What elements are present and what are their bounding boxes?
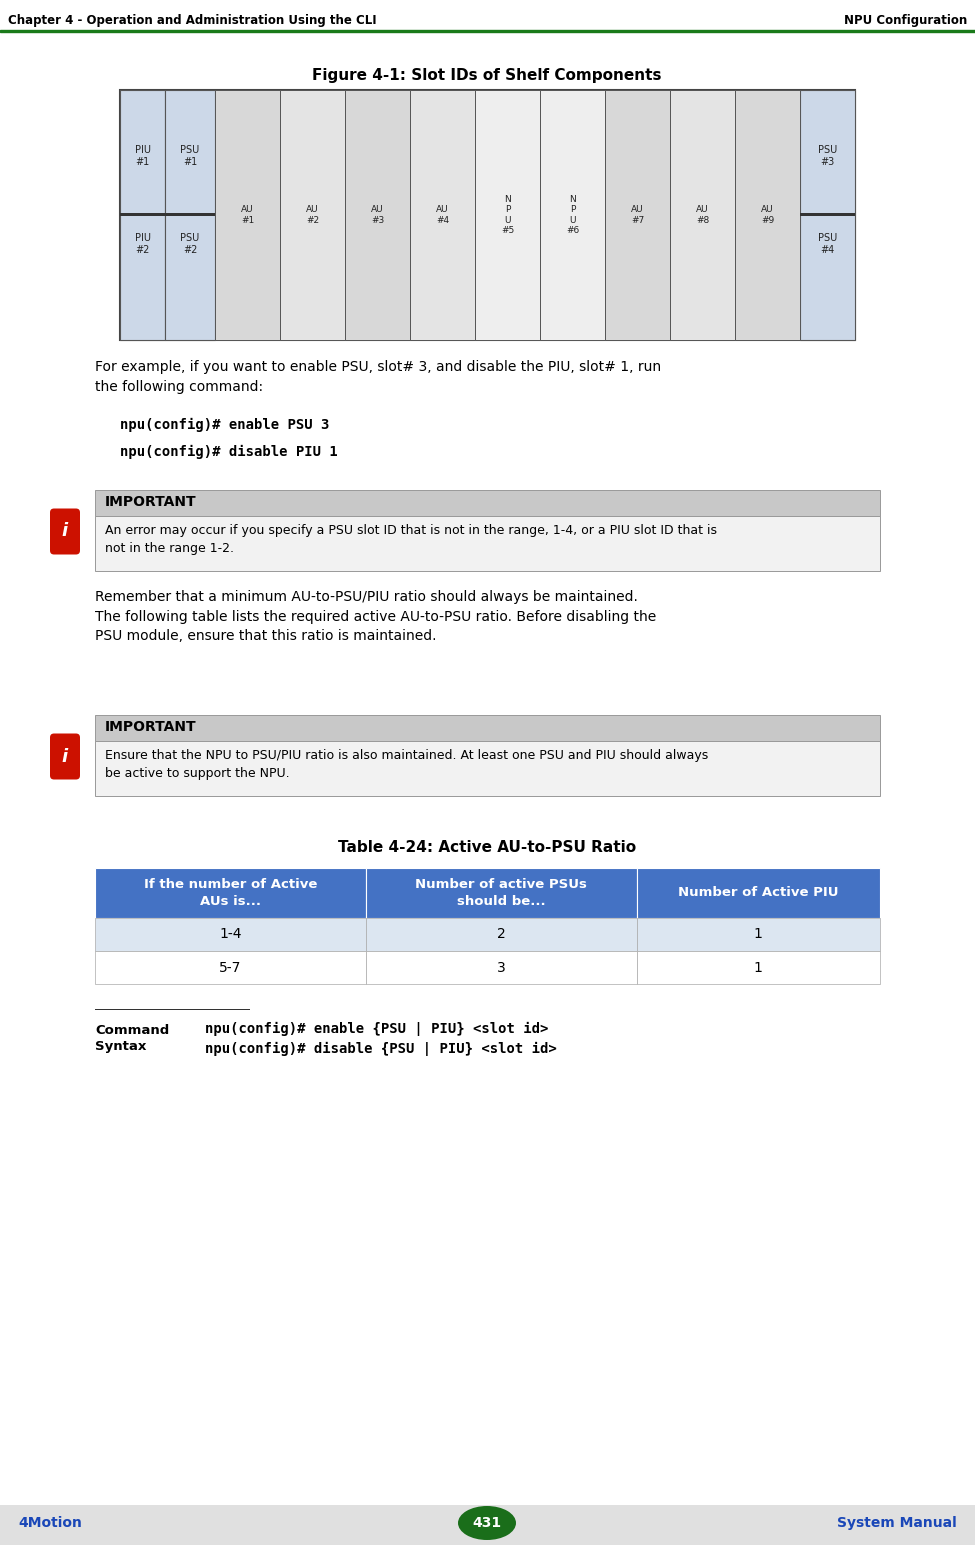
Text: AU
#7: AU #7	[631, 205, 644, 224]
Bar	[540, 90, 605, 340]
Bar	[345, 90, 410, 340]
Text: IMPORTANT: IMPORTANT	[105, 720, 197, 734]
Bar	[637, 918, 880, 952]
Bar	[165, 90, 215, 340]
Text: IMPORTANT: IMPORTANT	[105, 494, 197, 508]
Bar	[95, 516, 880, 572]
Text: NPU Configuration: NPU Configuration	[843, 14, 967, 26]
Text: AU
#3: AU #3	[370, 205, 384, 224]
Text: Ensure that the NPU to PSU/PIU ratio is also maintained. At least one PSU and PI: Ensure that the NPU to PSU/PIU ratio is …	[105, 749, 708, 780]
Text: For example, if you want to enable PSU, slot# 3, and disable the PIU, slot# 1, r: For example, if you want to enable PSU, …	[95, 360, 661, 394]
Text: 1: 1	[754, 927, 762, 941]
Text: Number of active PSUs
should be...: Number of active PSUs should be...	[415, 878, 587, 908]
FancyBboxPatch shape	[50, 734, 80, 780]
Bar	[605, 90, 670, 340]
Bar	[95, 868, 366, 918]
Bar	[215, 90, 280, 340]
Text: AU
#9: AU #9	[760, 205, 774, 224]
Text: 1: 1	[754, 961, 762, 975]
Bar	[165, 213, 215, 216]
Text: An error may occur if you specify a PSU slot ID that is not in the range, 1-4, o: An error may occur if you specify a PSU …	[105, 524, 717, 555]
Bar	[95, 952, 366, 984]
Bar	[95, 742, 880, 796]
Text: AU
#1: AU #1	[241, 205, 254, 224]
Text: Table 4-24: Active AU-to-PSU Ratio: Table 4-24: Active AU-to-PSU Ratio	[338, 840, 636, 854]
Bar	[95, 918, 366, 952]
Text: npu(config)# enable PSU 3: npu(config)# enable PSU 3	[120, 419, 330, 433]
Bar	[637, 868, 880, 918]
Text: Command: Command	[95, 1024, 170, 1037]
Text: N
P
U
#6: N P U #6	[566, 195, 579, 235]
Text: i: i	[62, 522, 68, 541]
Text: npu(config)# disable {PSU | PIU} <slot id>: npu(config)# disable {PSU | PIU} <slot i…	[205, 1041, 557, 1057]
Text: 1-4: 1-4	[219, 927, 242, 941]
Bar	[120, 213, 165, 216]
Text: 431: 431	[473, 1516, 501, 1530]
FancyBboxPatch shape	[50, 508, 80, 555]
Bar	[0, 29, 975, 32]
Text: AU
#4: AU #4	[436, 205, 449, 224]
Bar	[800, 213, 855, 216]
Text: npu(config)# disable PIU 1: npu(config)# disable PIU 1	[120, 445, 337, 459]
Text: Remember that a minimum AU-to-PSU/PIU ratio should always be maintained.
The fol: Remember that a minimum AU-to-PSU/PIU ra…	[95, 590, 656, 643]
Text: PIU
#2: PIU #2	[135, 233, 150, 255]
Text: PIU
#1: PIU #1	[135, 145, 150, 167]
Bar	[120, 90, 855, 340]
Text: 2: 2	[497, 927, 506, 941]
Text: Chapter 4 - Operation and Administration Using the CLI: Chapter 4 - Operation and Administration…	[8, 14, 376, 26]
Text: PSU
#1: PSU #1	[180, 145, 200, 167]
Bar	[95, 715, 880, 742]
Bar	[735, 90, 800, 340]
Text: Figure 4-1: Slot IDs of Shelf Components: Figure 4-1: Slot IDs of Shelf Components	[312, 68, 662, 83]
Bar	[670, 90, 735, 340]
Text: 4Motion: 4Motion	[18, 1516, 82, 1530]
Text: Number of Active PIU: Number of Active PIU	[678, 887, 838, 899]
Text: AU
#8: AU #8	[696, 205, 709, 224]
Bar	[0, 1505, 975, 1545]
Text: 5-7: 5-7	[219, 961, 242, 975]
Bar	[475, 90, 540, 340]
Ellipse shape	[458, 1506, 516, 1540]
Text: System Manual: System Manual	[838, 1516, 957, 1530]
Bar	[366, 952, 637, 984]
Text: AU
#2: AU #2	[306, 205, 319, 224]
Bar	[637, 952, 880, 984]
Text: PSU
#3: PSU #3	[818, 145, 838, 167]
Text: 3: 3	[497, 961, 506, 975]
Text: PSU
#4: PSU #4	[818, 233, 838, 255]
Bar	[800, 90, 855, 340]
Text: Syntax: Syntax	[95, 1040, 146, 1054]
Bar	[366, 868, 637, 918]
Bar	[120, 90, 165, 340]
Text: PSU
#2: PSU #2	[180, 233, 200, 255]
Text: i: i	[62, 748, 68, 765]
Text: N
P
U
#5: N P U #5	[501, 195, 514, 235]
Bar	[366, 918, 637, 952]
Text: If the number of Active
AUs is...: If the number of Active AUs is...	[143, 878, 317, 908]
Bar	[410, 90, 475, 340]
Bar	[95, 490, 880, 516]
Bar	[280, 90, 345, 340]
Text: npu(config)# enable {PSU | PIU} <slot id>: npu(config)# enable {PSU | PIU} <slot id…	[205, 1021, 548, 1037]
